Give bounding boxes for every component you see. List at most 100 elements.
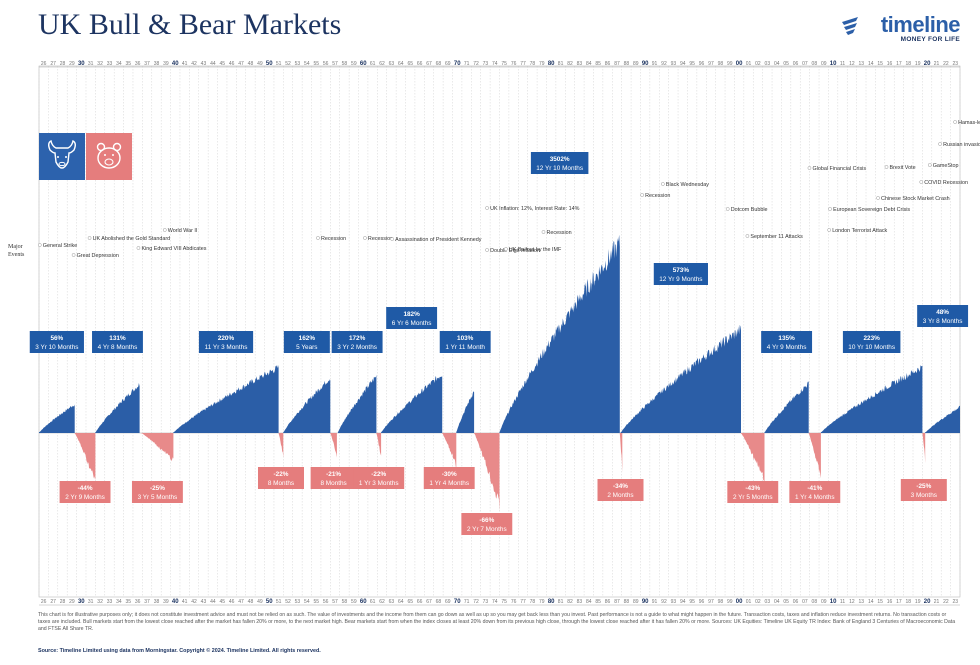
bull-label-pct: 56% — [50, 335, 63, 342]
bear-label-pct: -25% — [150, 485, 165, 492]
year-tick-label: 65 — [407, 599, 413, 605]
bull-label-box — [283, 331, 330, 353]
year-tick-label: 67 — [426, 599, 432, 605]
event-dot — [485, 248, 489, 252]
bull-label: 3502% 12 Yr 10 Months — [530, 152, 589, 174]
event-text: Chinese Stock Market Crash — [881, 196, 950, 202]
event-marker: European Sovereign Debt Crisis — [828, 207, 910, 213]
bear-label-box — [257, 467, 304, 489]
event-dot — [71, 253, 76, 257]
bull-label-duration: 12 Yr 10 Months — [536, 165, 583, 172]
event-dot — [725, 207, 730, 211]
bear-label: -30% 1 Yr 4 Months — [423, 467, 475, 489]
bear-area — [330, 433, 337, 458]
year-tick-label: 34 — [116, 599, 122, 605]
year-tick-label: 22 — [943, 61, 949, 67]
year-tick-label: 79 — [539, 61, 545, 67]
year-tick-label: 91 — [652, 61, 658, 67]
event-marker: Black Wednesday — [660, 182, 709, 188]
event-text: Dotcom Bubble — [731, 207, 768, 213]
year-tick-label: 75 — [501, 61, 507, 67]
year-tick-label: 69 — [445, 599, 451, 605]
bear-label-box — [597, 479, 644, 501]
year-tick-label: 43 — [201, 599, 207, 605]
bull-label: 220% 11 Yr 3 Months — [198, 331, 254, 353]
year-tick-label: 31 — [88, 61, 94, 67]
bull-area — [173, 364, 279, 433]
decade-tick-label: 90 — [642, 599, 649, 605]
bull-label-box — [198, 331, 254, 353]
year-tick-label: 71 — [464, 599, 470, 605]
bear-area — [74, 433, 96, 481]
bull-label-pct: 223% — [863, 335, 880, 342]
year-tick-label: 81 — [558, 61, 564, 67]
year-tick-label: 58 — [342, 599, 348, 605]
bull-area — [381, 375, 443, 433]
year-tick-label: 97 — [708, 599, 714, 605]
year-tick-label: 12 — [849, 599, 855, 605]
year-tick-label: 79 — [539, 599, 545, 605]
year-tick-label: 27 — [50, 599, 56, 605]
year-tick-label: 31 — [88, 599, 94, 605]
year-tick-label: 07 — [802, 61, 808, 67]
year-tick-label: 85 — [595, 599, 601, 605]
year-tick-label: 14 — [868, 599, 874, 605]
bear-label-box — [353, 467, 405, 489]
year-tick-label: 47 — [238, 599, 244, 605]
bull-label-duration: 6 Yr 6 Months — [392, 320, 432, 327]
year-tick-label: 35 — [125, 61, 131, 67]
event-text: King Edward VIII Abdicates — [141, 246, 206, 252]
bull-label-duration: 3 Yr 10 Months — [35, 344, 78, 351]
event-dot — [504, 247, 508, 251]
event-marker: Chinese Stock Market Crash — [876, 196, 950, 202]
year-tick-label: 52 — [285, 61, 291, 67]
year-tick-label: 56 — [323, 599, 329, 605]
year-tick-label: 26 — [41, 599, 47, 605]
year-tick-label: 33 — [107, 61, 113, 67]
event-dot — [938, 142, 942, 146]
year-tick-label: 83 — [577, 599, 583, 605]
decade-tick-label: 50 — [266, 599, 273, 605]
year-tick-label: 21 — [934, 599, 940, 605]
event-marker: Dotcom Bubble — [725, 207, 768, 213]
bear-area — [141, 433, 174, 462]
bull-label: 135% 4 Yr 9 Months — [761, 331, 813, 353]
event-marker: UK Inflation: 12%, Interest Rate: 14% — [485, 206, 580, 212]
bull-area — [620, 324, 741, 433]
bear-label-pct: -43% — [745, 485, 760, 492]
year-tick-label: 03 — [765, 599, 771, 605]
bear-label-duration: 2 Yr 5 Months — [733, 494, 773, 501]
year-tick-label: 74 — [492, 61, 498, 67]
page-title: UK Bull & Bear Markets — [38, 8, 342, 41]
year-tick-label: 61 — [370, 599, 376, 605]
year-tick-label: 28 — [60, 61, 66, 67]
year-tick-label: 73 — [483, 61, 489, 67]
year-tick-label: 78 — [530, 61, 536, 67]
event-marker: Recession — [316, 236, 346, 242]
bear-area — [619, 433, 623, 473]
year-tick-label: 95 — [689, 599, 695, 605]
year-tick-label: 04 — [774, 61, 780, 67]
event-marker: Double Digit Inflation — [485, 248, 540, 254]
event-dot — [660, 182, 665, 186]
bear-label: -22% 8 Months — [257, 467, 304, 489]
bull-label-duration: 3 Yr 2 Months — [337, 344, 377, 351]
bear-area — [474, 433, 500, 511]
bear-area — [278, 433, 284, 458]
year-tick-label: 67 — [426, 61, 432, 67]
decade-tick-label: 30 — [78, 599, 85, 605]
year-tick-label: 17 — [896, 61, 902, 67]
event-text: European Sovereign Debt Crisis — [833, 207, 910, 213]
bull-icon — [39, 133, 85, 180]
year-tick-label: 99 — [727, 599, 733, 605]
year-tick-label: 88 — [624, 599, 630, 605]
year-tick-label: 69 — [445, 61, 451, 67]
year-tick-label: 42 — [191, 61, 197, 67]
bull-label-box — [530, 152, 589, 174]
year-tick-label: 84 — [586, 599, 592, 605]
year-tick-label: 78 — [530, 599, 536, 605]
year-tick-label: 76 — [511, 599, 517, 605]
year-tick-label: 09 — [821, 61, 827, 67]
source-text: Source: Timeline Limited using data from… — [38, 648, 321, 654]
